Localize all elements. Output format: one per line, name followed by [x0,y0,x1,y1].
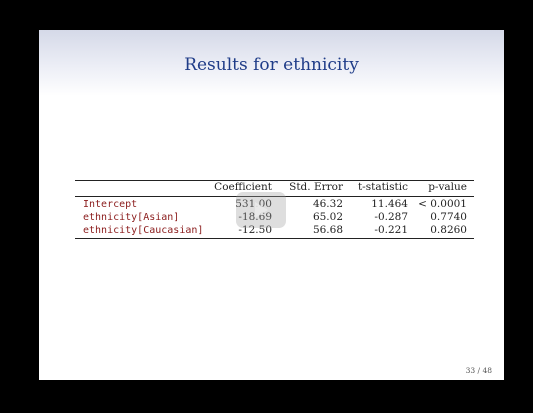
row-label-asian: ethnicity[Asian] [83,212,180,223]
row-label-caucasian: ethnicity[Caucasian] [83,225,204,236]
cell-p-value: < 0.0001 [418,198,467,210]
slide-title: Results for ethnicity [184,55,359,75]
row-label-intercept: Intercept [83,199,138,210]
page-number: 33 / 48 [465,366,492,375]
cell-coefficient: -12.50 [238,224,272,236]
header-p-value: p-value [428,181,467,193]
table-bottom-rule [75,238,474,239]
play-button[interactable] [236,192,286,228]
cell-t-statistic: -0.287 [374,211,408,223]
play-icon [255,202,268,218]
header-std-error: Std. Error [289,181,343,193]
slide-header-band [39,30,504,96]
cell-t-statistic: 11.464 [371,198,408,210]
cell-std-error: 46.32 [312,198,343,210]
header-t-statistic: t-statistic [357,181,408,193]
table-header-rule [75,196,474,197]
cell-p-value: 0.8260 [430,224,467,236]
header-coefficient: Coefficient [214,181,272,193]
cell-std-error: 65.02 [312,211,343,223]
table-top-rule [75,180,474,181]
cell-t-statistic: -0.221 [374,224,408,236]
slide: Results for ethnicity Coefficient Std. E… [39,30,504,380]
cell-std-error: 56.68 [312,224,343,236]
cell-p-value: 0.7740 [430,211,467,223]
